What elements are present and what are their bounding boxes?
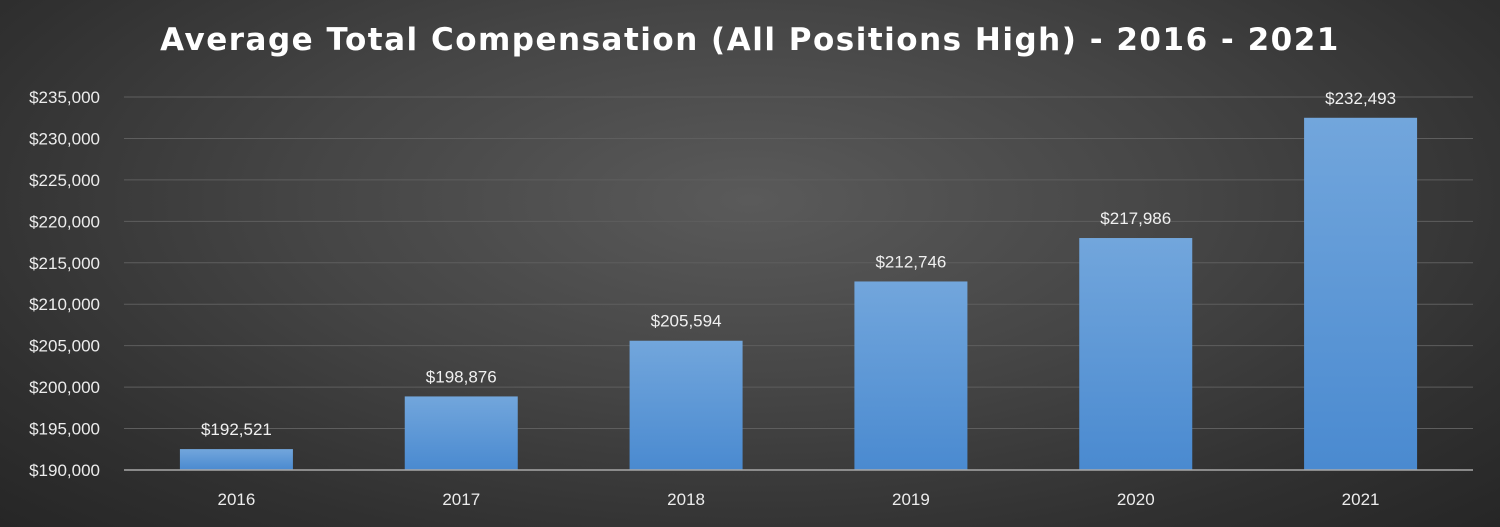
- bar: [1304, 117, 1418, 470]
- y-tick-label: $190,000: [29, 461, 100, 480]
- y-tick-label: $195,000: [29, 420, 100, 439]
- bar: [179, 449, 293, 470]
- y-tick-label: $235,000: [29, 88, 100, 107]
- x-tick-label: 2017: [442, 490, 480, 509]
- data-labels: $192,521 $198,876 $205,594 $212,746 $217,986…: [201, 89, 1396, 439]
- y-tick-label: $230,000: [29, 129, 100, 148]
- bar: [629, 340, 743, 470]
- chart-title: Average Total Compensation (All Position…: [160, 22, 1340, 58]
- gridlines: [124, 96, 1473, 430]
- x-tick-label: 2021: [1342, 490, 1380, 509]
- x-axis-tick-labels: 2016 2017 2018 2019 2020 2021: [218, 490, 1380, 509]
- data-label: $212,746: [875, 252, 946, 271]
- x-tick-label: 2016: [218, 490, 256, 509]
- data-label: $217,986: [1100, 209, 1171, 228]
- data-label: $198,876: [426, 367, 497, 386]
- y-tick-label: $205,000: [29, 337, 100, 356]
- bars: [179, 117, 1418, 470]
- y-tick-label: $225,000: [29, 171, 100, 190]
- y-tick-label: $220,000: [29, 212, 100, 231]
- y-tick-label: $210,000: [29, 295, 100, 314]
- x-tick-label: 2019: [892, 490, 930, 509]
- bar: [854, 281, 968, 470]
- data-label: $232,493: [1325, 89, 1396, 108]
- bar: [1079, 238, 1193, 470]
- data-label: $192,521: [201, 420, 272, 439]
- bar: [404, 396, 518, 470]
- data-label: $205,594: [651, 312, 722, 331]
- y-tick-label: $215,000: [29, 254, 100, 273]
- x-tick-label: 2018: [667, 490, 705, 509]
- y-tick-label: $200,000: [29, 378, 100, 397]
- x-tick-label: 2020: [1117, 490, 1155, 509]
- y-axis-tick-labels: $190,000 $195,000 $200,000 $205,000 $210,000…: [29, 88, 100, 480]
